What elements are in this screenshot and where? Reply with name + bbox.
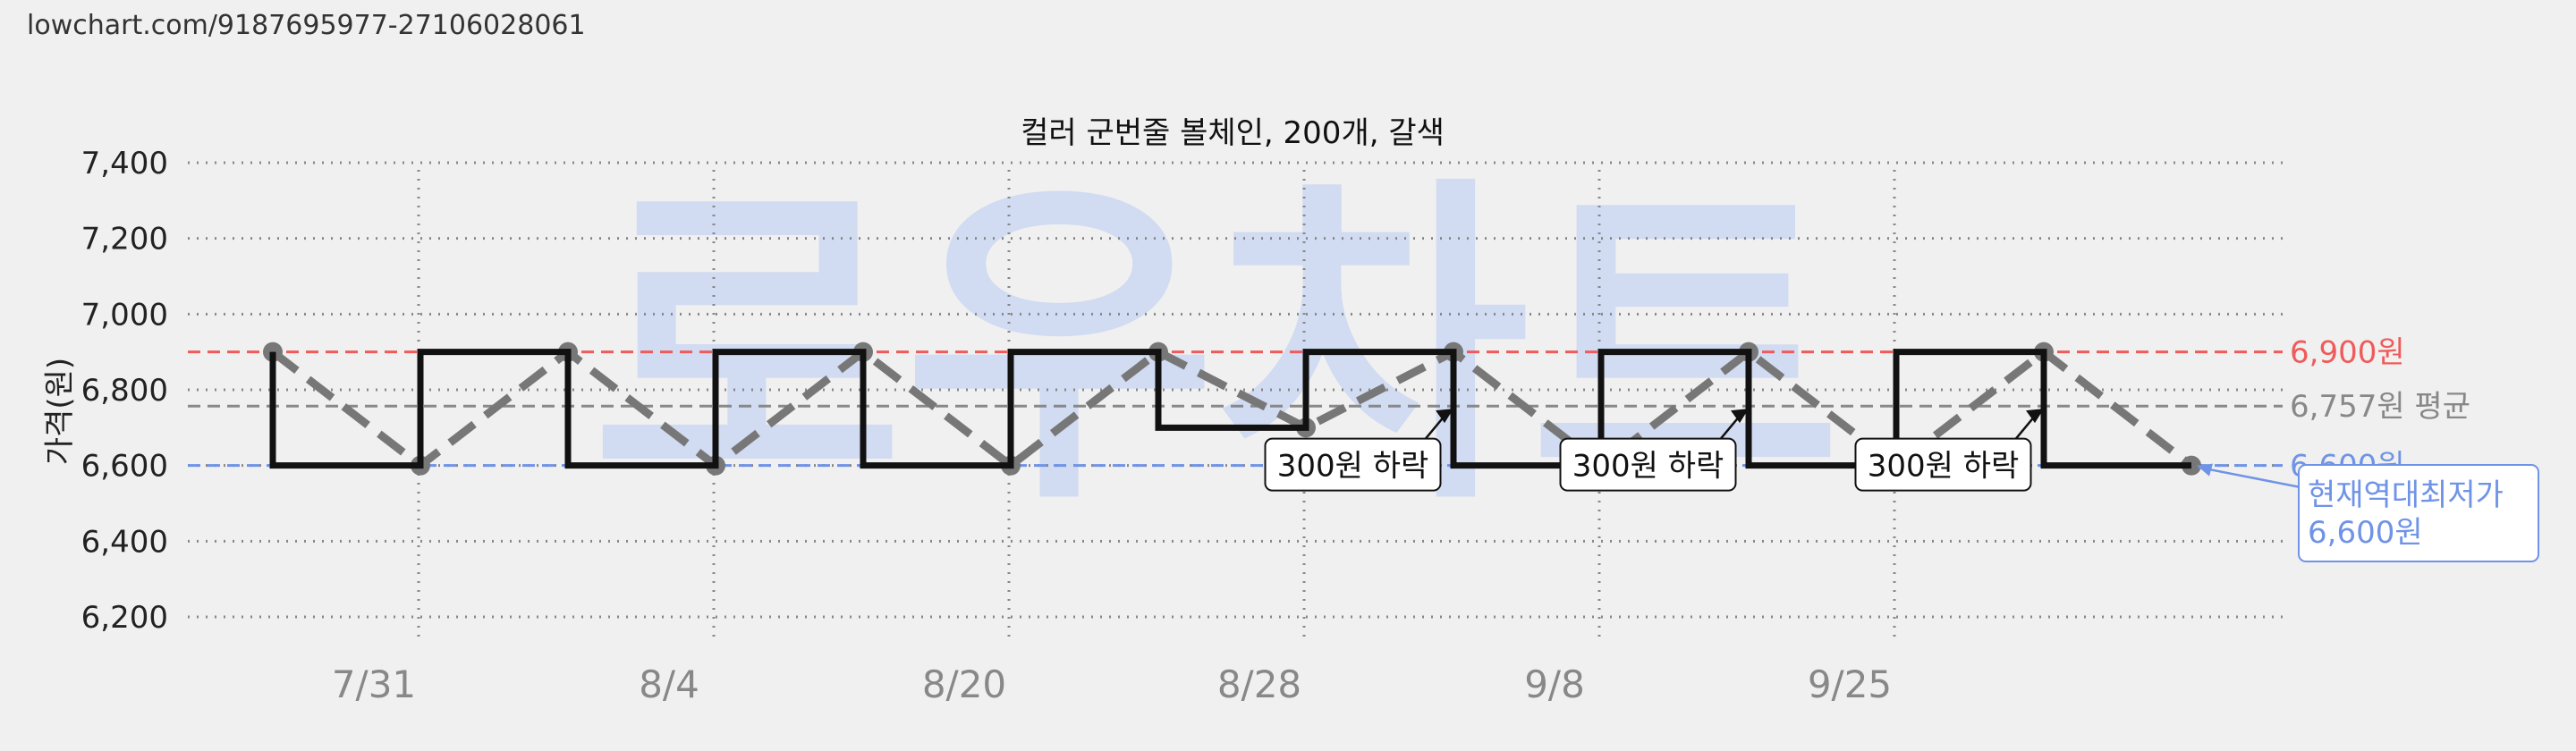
y-tick-label-6400: 6,400 bbox=[81, 524, 168, 560]
callout-box bbox=[2298, 464, 2539, 562]
drop-annotations: 300원 하락 300원 하락 300원 하락 bbox=[1264, 409, 2044, 492]
y-axis-label: 가격(원) bbox=[42, 358, 78, 465]
annotation-box-1 bbox=[1559, 437, 1737, 492]
y-tick-label-6600: 6,600 bbox=[81, 449, 168, 485]
y-tick-label-7000: 7,000 bbox=[81, 297, 168, 333]
callout-arrowhead bbox=[2197, 463, 2213, 477]
ref-label-avg: 6,757원 평균 bbox=[2290, 389, 2470, 425]
x-tick-label-8/28: 8/28 bbox=[1217, 662, 1301, 706]
chart-title: 컬러 군번줄 볼체인, 200개, 갈색 bbox=[1021, 115, 1445, 151]
price-step-series bbox=[269, 349, 2191, 469]
axis-ticks: 6,200 6,400 6,600 6,800 7,000 7,200 7,400 7/31 8… bbox=[81, 146, 1893, 706]
y-tick-label-7200: 7,200 bbox=[81, 222, 168, 257]
ref-label-max: 6,900원 bbox=[2290, 335, 2405, 371]
annotation-arrowhead-2 bbox=[2026, 409, 2044, 424]
callout-arrow bbox=[2198, 466, 2301, 489]
annotation-text-1: 300원 하락 bbox=[1572, 449, 1724, 485]
x-tick-label-7/31: 7/31 bbox=[332, 662, 416, 706]
callout-text-0: 현재역대최저가 bbox=[2308, 477, 2504, 513]
x-tick-label-9/8: 9/8 bbox=[1524, 662, 1585, 706]
annotation-text-2: 300원 하락 bbox=[1868, 449, 2020, 485]
annotation-box-0 bbox=[1264, 437, 1442, 492]
y-tick-label-6200: 6,200 bbox=[81, 600, 168, 636]
annotation-arrowhead-1 bbox=[1731, 409, 1749, 424]
y-tick-label-7400: 7,400 bbox=[81, 146, 168, 181]
x-tick-label-9/25: 9/25 bbox=[1808, 662, 1892, 706]
y-tick-label-6800: 6,800 bbox=[81, 373, 168, 409]
annotation-box-2 bbox=[1854, 437, 2032, 492]
callout-text-1: 6,600원 bbox=[2308, 515, 2423, 551]
x-tick-label-8/20: 8/20 bbox=[922, 662, 1006, 706]
annotation-arrowhead-0 bbox=[1436, 409, 1453, 424]
annotation-text-0: 300원 하락 bbox=[1277, 449, 1429, 485]
source-url: lowchart.com/9187695977-27106028061 bbox=[27, 10, 586, 41]
x-tick-label-8/4: 8/4 bbox=[639, 662, 699, 706]
price-step-line bbox=[269, 349, 2191, 469]
